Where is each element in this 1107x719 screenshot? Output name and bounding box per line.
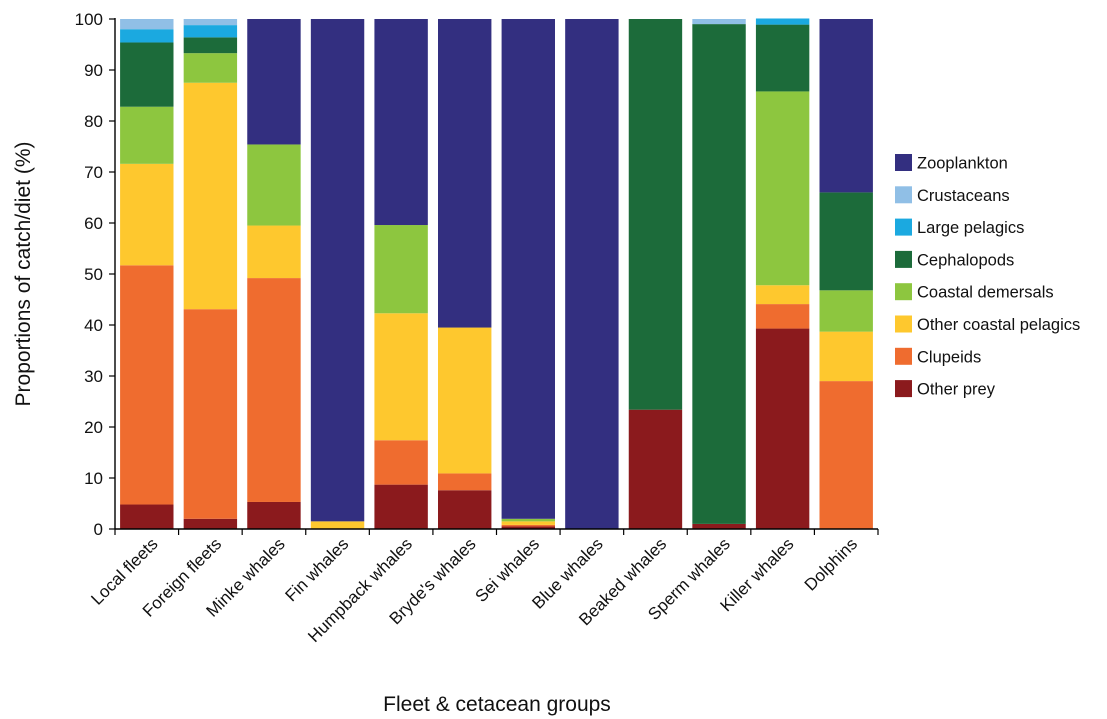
- bar-segment: [438, 473, 492, 491]
- legend-swatch: [895, 380, 912, 398]
- bar-segment: [755, 24, 810, 92]
- bar-segment: [755, 91, 810, 286]
- bar-segment: [183, 37, 238, 54]
- bar-segment: [755, 304, 810, 329]
- bar-segment: [565, 19, 619, 529]
- bar-segment: [501, 526, 555, 529]
- bar-segment: [374, 484, 428, 529]
- y-tick-label: 60: [84, 214, 103, 233]
- bar-segment: [819, 381, 873, 529]
- bar-segment: [183, 19, 238, 26]
- bar-segment: [310, 521, 365, 529]
- y-ticks: 0 10 20 30 40 50 60 70 80 90 100: [75, 10, 115, 539]
- bar-segment: [628, 19, 683, 410]
- legend-label: Crustaceans: [917, 187, 1010, 205]
- bar-segment: [438, 19, 492, 328]
- bar-segment: [501, 524, 555, 527]
- y-tick-label: 90: [84, 61, 103, 80]
- y-axis-label: Proportions of catch/diet (%): [12, 142, 35, 407]
- legend-swatch: [895, 186, 912, 204]
- bar-segment: [692, 523, 746, 529]
- bar-segment: [120, 504, 174, 529]
- bar-segment: [183, 518, 238, 529]
- bar-segment: [120, 42, 174, 107]
- y-tick-label: 40: [84, 316, 103, 335]
- bar-segment: [120, 163, 174, 266]
- bar-segment: [819, 290, 873, 332]
- bar-segment: [310, 19, 365, 522]
- legend-label: Cephalopods: [917, 251, 1014, 269]
- bar-segment: [120, 19, 174, 30]
- bar-segment: [374, 19, 428, 226]
- bar-segment: [819, 331, 873, 382]
- bar-segment: [692, 19, 746, 25]
- bar-segment: [819, 19, 873, 193]
- bar-segment: [692, 24, 746, 524]
- bar-segment: [501, 518, 555, 522]
- legend-swatch: [895, 250, 912, 268]
- y-tick-label: 20: [84, 418, 103, 437]
- bar-segment: [501, 521, 555, 525]
- y-tick-label: 30: [84, 367, 103, 386]
- legend-label: Clupeids: [917, 348, 981, 366]
- bar-group: [120, 18, 873, 529]
- legend-label: Other prey: [917, 381, 996, 399]
- bar-segment: [819, 192, 873, 291]
- bar-segment: [374, 313, 428, 441]
- bar-segment: [755, 18, 810, 25]
- legend-swatch: [895, 154, 912, 171]
- bar-segment: [120, 29, 174, 43]
- y-tick-label: 80: [84, 112, 103, 131]
- bar-segment: [120, 265, 174, 505]
- y-tick-label: 50: [84, 265, 103, 284]
- bar-segment: [120, 106, 174, 164]
- bar-segment: [438, 327, 492, 474]
- bar-segment: [438, 490, 492, 529]
- bar-segment: [247, 501, 301, 529]
- bar-segment: [628, 409, 683, 529]
- legend: Zooplankton Crustaceans Large pelagics Ceph…: [895, 154, 1080, 399]
- legend-label: Coastal demersals: [917, 284, 1054, 302]
- bar-segment: [247, 144, 301, 226]
- legend-label: Other coastal pelagics: [917, 316, 1080, 334]
- legend-label: Large pelagics: [917, 219, 1024, 237]
- bar-segment: [374, 440, 428, 485]
- y-tick-label: 100: [75, 10, 103, 29]
- bar-segment: [183, 53, 238, 83]
- bar-segment: [183, 309, 238, 519]
- legend-swatch: [895, 283, 912, 301]
- legend-label: Zooplankton: [917, 155, 1008, 173]
- bar-segment: [374, 225, 428, 314]
- bar-segment: [755, 328, 810, 529]
- bar-segment: [247, 19, 301, 145]
- y-tick-label: 70: [84, 163, 103, 182]
- x-axis-label: Fleet & cetacean groups: [383, 693, 611, 716]
- bar-segment: [247, 225, 301, 279]
- y-tick-label: 0: [94, 520, 103, 539]
- bar-segment: [755, 285, 810, 305]
- legend-swatch: [895, 218, 912, 236]
- bar-segment: [183, 82, 238, 310]
- bar-segment: [183, 25, 238, 38]
- y-tick-label: 10: [84, 469, 103, 488]
- legend-swatch: [895, 315, 912, 333]
- bar-segment: [501, 19, 555, 519]
- x-tick-label: Dolphins: [801, 534, 861, 594]
- legend-swatch: [895, 347, 912, 365]
- bar-segment: [247, 278, 301, 502]
